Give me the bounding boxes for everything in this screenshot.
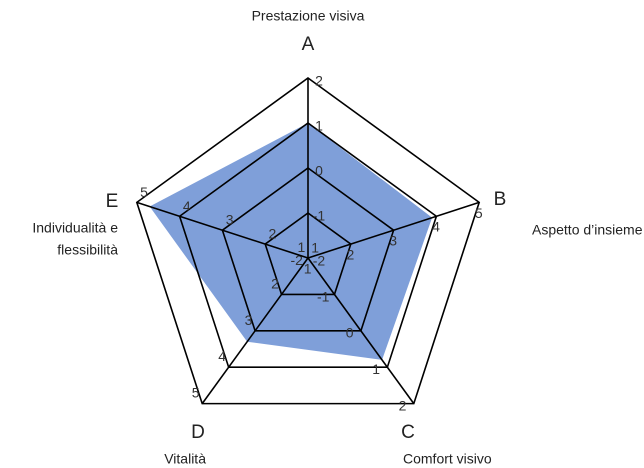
tick-label: 5: [475, 205, 483, 221]
axis-letter: B: [494, 189, 507, 210]
axis-name: Comfort visivo: [403, 451, 492, 467]
tick-label: 2: [399, 398, 407, 414]
axis-letter: A: [302, 34, 315, 55]
axis-name: Aspetto d’insieme: [532, 222, 643, 238]
grid-ring: [135, 77, 481, 405]
tick-label: 2: [315, 73, 323, 89]
tick-label: 2: [271, 275, 279, 291]
tick-label: 4: [432, 219, 440, 235]
tick-label: -1: [317, 288, 330, 304]
tick-label: 0: [315, 163, 323, 179]
axis-letter: E: [106, 191, 119, 212]
axis-line: [307, 201, 480, 259]
tick-label: 1: [315, 118, 323, 134]
axis-name: Prestazione visiva: [252, 8, 365, 24]
tick-label: 1: [304, 260, 312, 276]
tick-label: 1: [298, 239, 306, 255]
axis-name: Vitalità: [164, 451, 206, 467]
axis-line: [136, 201, 309, 259]
axis-line: [307, 257, 415, 405]
tick-label: 0: [346, 325, 354, 341]
tick-label: 3: [389, 233, 397, 249]
axis-letter: D: [191, 422, 205, 443]
tick-label: 5: [140, 184, 148, 200]
tick-label: 4: [183, 198, 191, 214]
axis-line: [201, 257, 309, 405]
tick-label: 1: [311, 239, 319, 255]
tick-label: 1: [372, 361, 380, 377]
axis-name: flessibilità: [57, 242, 118, 258]
tick-label: -1: [313, 208, 326, 224]
tick-label: 3: [226, 212, 234, 228]
tick-label: 5: [192, 385, 200, 401]
grid-ring: [178, 122, 438, 369]
tick-label: -2: [313, 253, 326, 269]
tick-label: 2: [269, 226, 277, 242]
data-area: [149, 123, 433, 360]
grid-ring: [221, 167, 395, 332]
tick-label: 2: [346, 246, 354, 262]
tick-label: 4: [218, 348, 226, 364]
axis-name: Individualità e: [32, 220, 118, 236]
tick-label: 3: [245, 312, 253, 328]
axis-letter: C: [401, 422, 415, 443]
grid-ring: [264, 212, 352, 296]
